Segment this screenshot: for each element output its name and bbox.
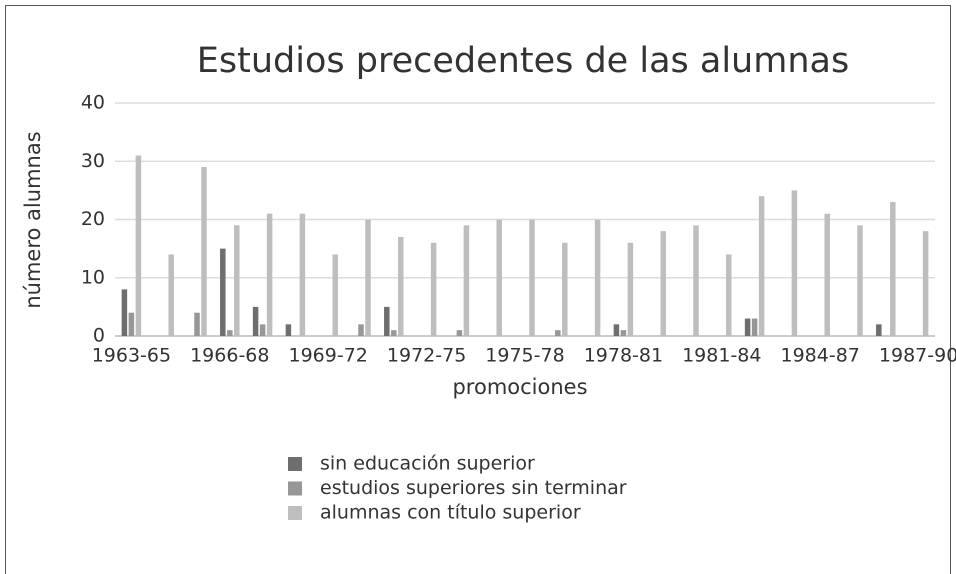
bar bbox=[660, 231, 666, 336]
bar bbox=[365, 219, 371, 336]
legend-label: sin educación superior bbox=[320, 453, 535, 475]
x-tick-label: 1966-68 bbox=[190, 345, 269, 367]
bar bbox=[620, 330, 627, 336]
bar bbox=[824, 213, 830, 336]
bar bbox=[496, 219, 502, 336]
bar bbox=[234, 225, 240, 336]
bar bbox=[857, 225, 863, 336]
x-tick-label: 1984-87 bbox=[781, 345, 860, 367]
y-axis-title: número alumnas bbox=[21, 131, 45, 308]
bar bbox=[194, 312, 200, 336]
x-tick-label: 1978-81 bbox=[584, 345, 663, 367]
bar bbox=[876, 324, 882, 336]
x-tick-label: 1972-75 bbox=[387, 345, 466, 367]
bar bbox=[693, 225, 699, 336]
x-tick-label: 1969-72 bbox=[289, 345, 368, 367]
chart-title: Estudios precedentes de las alumnas bbox=[197, 41, 849, 81]
bar bbox=[259, 324, 266, 336]
bar bbox=[791, 190, 798, 336]
y-tick-label: 20 bbox=[81, 208, 105, 230]
bar bbox=[744, 318, 751, 336]
bar bbox=[201, 167, 207, 336]
bar bbox=[332, 254, 338, 336]
legend-swatch bbox=[288, 457, 302, 471]
frame bbox=[5, 5, 951, 574]
legend-label: alumnas con título superior bbox=[320, 502, 581, 524]
bar bbox=[220, 248, 226, 336]
bar bbox=[121, 289, 128, 336]
bar bbox=[890, 202, 896, 336]
bar bbox=[627, 242, 634, 336]
y-tick-label: 30 bbox=[81, 150, 105, 172]
bar bbox=[463, 225, 470, 336]
y-tick-label: 40 bbox=[81, 92, 105, 114]
bar bbox=[758, 196, 765, 336]
y-tick-label: 10 bbox=[81, 266, 105, 288]
bar bbox=[391, 330, 397, 336]
y-tick-label: 0 bbox=[93, 325, 105, 347]
x-axis-title: promociones bbox=[452, 375, 587, 399]
x-tick-label: 1963-65 bbox=[92, 345, 171, 367]
bar bbox=[594, 219, 601, 336]
x-tick-label: 1975-78 bbox=[485, 345, 564, 367]
bar bbox=[128, 312, 135, 336]
bar bbox=[613, 324, 620, 336]
bar bbox=[922, 231, 929, 336]
legend-label: estudios superiores sin terminar bbox=[320, 477, 627, 499]
x-tick-label: 1981-84 bbox=[682, 345, 761, 367]
bar bbox=[168, 254, 174, 336]
bar bbox=[266, 213, 273, 336]
bar bbox=[358, 324, 364, 336]
bar bbox=[562, 242, 568, 336]
bar bbox=[726, 254, 732, 336]
bar bbox=[227, 330, 233, 336]
bar bbox=[398, 236, 404, 336]
bar bbox=[529, 219, 535, 336]
bar bbox=[384, 306, 390, 336]
legend-swatch bbox=[288, 506, 302, 520]
bar bbox=[135, 155, 142, 336]
bar bbox=[555, 330, 561, 336]
bar bbox=[456, 330, 463, 336]
x-tick-label: 1987-90 bbox=[879, 345, 956, 367]
legend-swatch bbox=[288, 481, 302, 496]
bar bbox=[299, 213, 306, 336]
bar bbox=[252, 306, 259, 336]
bar bbox=[751, 318, 758, 336]
bar bbox=[430, 242, 437, 336]
bar bbox=[285, 324, 292, 336]
